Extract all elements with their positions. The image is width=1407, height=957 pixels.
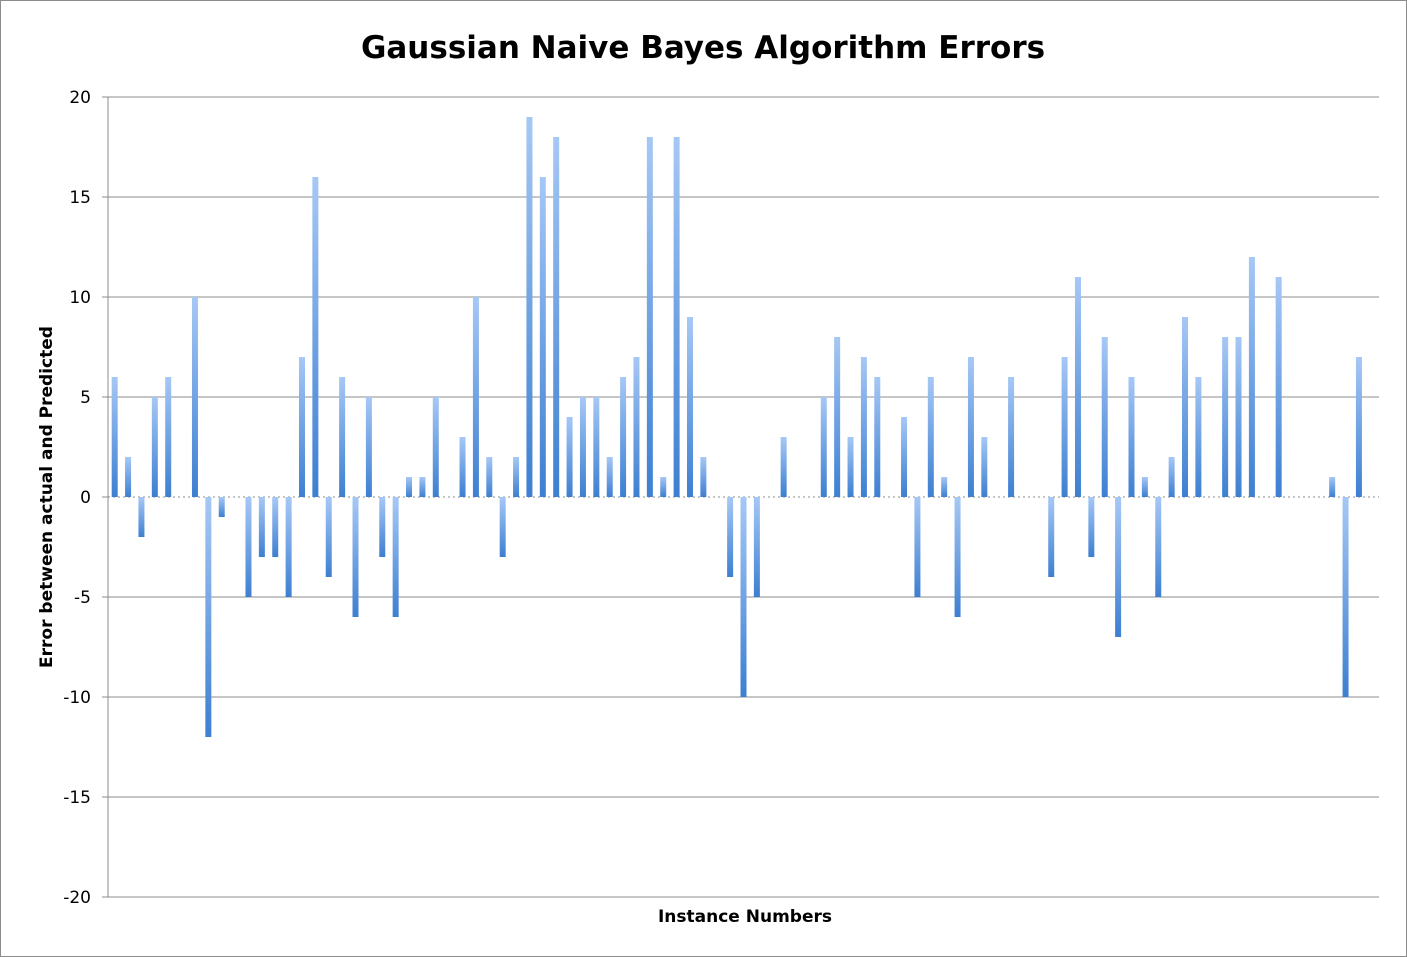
bar bbox=[593, 397, 600, 497]
bar bbox=[1329, 477, 1336, 497]
bar bbox=[1355, 357, 1362, 497]
bar bbox=[1101, 337, 1108, 497]
y-tick-label: -15 bbox=[63, 788, 91, 808]
bar bbox=[927, 377, 934, 497]
bar bbox=[1141, 477, 1148, 497]
bar bbox=[352, 497, 359, 617]
y-tick-label: 10 bbox=[69, 288, 91, 308]
bar bbox=[312, 177, 319, 497]
bar bbox=[901, 417, 908, 497]
bar bbox=[165, 377, 172, 497]
bar bbox=[1115, 497, 1122, 637]
y-tick-label: -10 bbox=[63, 688, 91, 708]
bar bbox=[472, 297, 479, 497]
bar bbox=[740, 497, 747, 697]
bars bbox=[111, 117, 1362, 737]
bar bbox=[191, 297, 198, 497]
bar bbox=[1061, 357, 1068, 497]
bar bbox=[258, 497, 265, 557]
bar bbox=[1182, 317, 1189, 497]
bar bbox=[539, 177, 546, 497]
bar bbox=[1074, 277, 1081, 497]
y-tick-label: 5 bbox=[80, 388, 91, 408]
bar bbox=[285, 497, 292, 597]
bar bbox=[834, 337, 841, 497]
bar bbox=[1248, 257, 1255, 497]
bar bbox=[339, 377, 346, 497]
bar bbox=[459, 437, 466, 497]
bar bbox=[245, 497, 252, 597]
bar bbox=[820, 397, 827, 497]
bar bbox=[753, 497, 760, 597]
bar bbox=[138, 497, 145, 537]
bar bbox=[981, 437, 988, 497]
bar bbox=[111, 377, 118, 497]
bar bbox=[914, 497, 921, 597]
y-tick-label: 20 bbox=[69, 88, 91, 108]
bar bbox=[218, 497, 225, 517]
bar bbox=[1048, 497, 1055, 577]
bar bbox=[513, 457, 520, 497]
bar bbox=[780, 437, 787, 497]
y-axis-title: Error between actual and Predicted bbox=[37, 326, 57, 668]
y-tick-label: 0 bbox=[80, 488, 91, 508]
bar bbox=[1128, 377, 1135, 497]
bar bbox=[205, 497, 212, 737]
bar bbox=[673, 137, 680, 497]
bar bbox=[325, 497, 332, 577]
bar bbox=[660, 477, 667, 497]
bar bbox=[379, 497, 386, 557]
y-axis-ticks: 20 15 10 5 0 -5 -10 -15 -20 bbox=[63, 88, 91, 908]
bar bbox=[967, 357, 974, 497]
bar bbox=[406, 477, 413, 497]
bar bbox=[700, 457, 707, 497]
x-axis-title: Instance Numbers bbox=[658, 907, 832, 927]
bar bbox=[1275, 277, 1282, 497]
bar bbox=[847, 437, 854, 497]
bar bbox=[860, 357, 867, 497]
bar bbox=[1222, 337, 1229, 497]
bar bbox=[1168, 457, 1175, 497]
bar bbox=[633, 357, 640, 497]
bar bbox=[579, 397, 586, 497]
bar bbox=[1008, 377, 1015, 497]
bar bbox=[499, 497, 506, 557]
bar bbox=[419, 477, 426, 497]
bar bbox=[392, 497, 399, 617]
bar bbox=[151, 397, 158, 497]
y-tick-label: -20 bbox=[63, 888, 91, 908]
y-tick-label: 15 bbox=[69, 188, 91, 208]
bar bbox=[272, 497, 279, 557]
bar bbox=[553, 137, 560, 497]
bar bbox=[1155, 497, 1162, 597]
bar bbox=[874, 377, 881, 497]
bar bbox=[298, 357, 305, 497]
y-tick-label: -5 bbox=[74, 588, 91, 608]
chart-title: Gaussian Naive Bayes Algorithm Errors bbox=[361, 30, 1045, 66]
bar bbox=[566, 417, 573, 497]
bar bbox=[125, 457, 132, 497]
bar bbox=[365, 397, 372, 497]
bar bbox=[526, 117, 533, 497]
bar bbox=[1195, 377, 1202, 497]
bar bbox=[1088, 497, 1095, 557]
bar bbox=[727, 497, 734, 577]
bar bbox=[606, 457, 613, 497]
bar bbox=[954, 497, 961, 617]
bar bbox=[486, 457, 493, 497]
bar bbox=[646, 137, 653, 497]
bar bbox=[1235, 337, 1242, 497]
bar bbox=[432, 397, 439, 497]
bar bbox=[941, 477, 948, 497]
bar bbox=[686, 317, 693, 497]
bar bbox=[620, 377, 627, 497]
bar bbox=[1342, 497, 1349, 697]
